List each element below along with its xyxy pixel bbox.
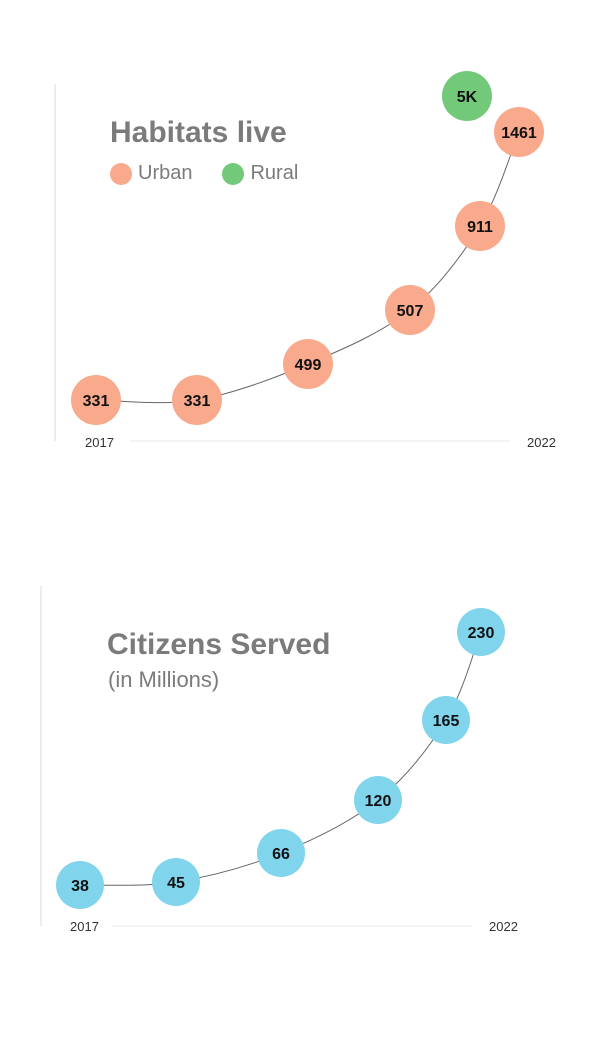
urban-point-3-bubble — [385, 285, 435, 335]
citizens-point-5-bubble — [457, 608, 505, 656]
citizens-point-0-bubble — [56, 861, 104, 909]
citizens-point-4-label: 165 — [433, 713, 460, 730]
citizens-point-0-label: 38 — [71, 878, 89, 895]
x-tick-start: 2017 — [70, 919, 99, 934]
urban-point-1-bubble — [172, 375, 222, 425]
urban-point-5-bubble — [494, 107, 544, 157]
habitats-chart: 2017 2022 331 331 499 507 911 1461 5K Habitats… — [0, 0, 600, 480]
rural-point-0-bubble — [442, 71, 492, 121]
urban-point-4-bubble — [455, 201, 505, 251]
citizens-chart-svg: 2017 2022 38 45 66 120 165 230 — [40, 586, 518, 934]
legend-swatch-urban — [110, 162, 132, 185]
citizens-point-5-label: 230 — [468, 625, 495, 642]
legend: Urban Rural — [110, 162, 328, 185]
urban-point-5-label: 1461 — [501, 125, 537, 142]
urban-point-0-bubble — [71, 375, 121, 425]
chart-title: Citizens Served — [107, 628, 331, 661]
urban-point-2-bubble — [283, 339, 333, 389]
citizens-point-3-label: 120 — [365, 793, 392, 810]
legend-label-rural: Rural — [250, 162, 299, 184]
citizens-point-3-bubble — [354, 776, 402, 824]
citizens-chart: 2017 2022 38 45 66 120 165 230 Citizens Serve… — [0, 560, 600, 980]
rural-point-0-label: 5K — [457, 89, 478, 106]
legend-item-rural: Rural — [222, 162, 298, 185]
citizens-point-4-bubble — [422, 696, 470, 744]
urban-point-0-label: 331 — [83, 393, 110, 410]
citizens-point-2-bubble — [257, 829, 305, 877]
urban-point-2-label: 499 — [295, 357, 322, 374]
urban-point-3-label: 507 — [397, 303, 424, 320]
citizens-point-1-label: 45 — [167, 875, 185, 892]
urban-point-4-label: 911 — [467, 219, 493, 236]
habitats-chart-svg: 2017 2022 331 331 499 507 911 1461 5K — [54, 71, 556, 450]
citizens-point-1-bubble — [152, 858, 200, 906]
chart-subtitle: (in Millions) — [108, 667, 220, 692]
chart-title: Habitats live — [110, 116, 287, 149]
legend-item-urban: Urban — [110, 162, 192, 185]
urban-point-1-label: 331 — [184, 393, 211, 410]
x-tick-end: 2022 — [489, 919, 518, 934]
legend-label-urban: Urban — [138, 162, 193, 184]
citizens-point-2-label: 66 — [272, 846, 290, 863]
x-tick-start: 2017 — [85, 435, 114, 450]
x-tick-end: 2022 — [527, 435, 556, 450]
legend-swatch-rural — [222, 162, 245, 185]
